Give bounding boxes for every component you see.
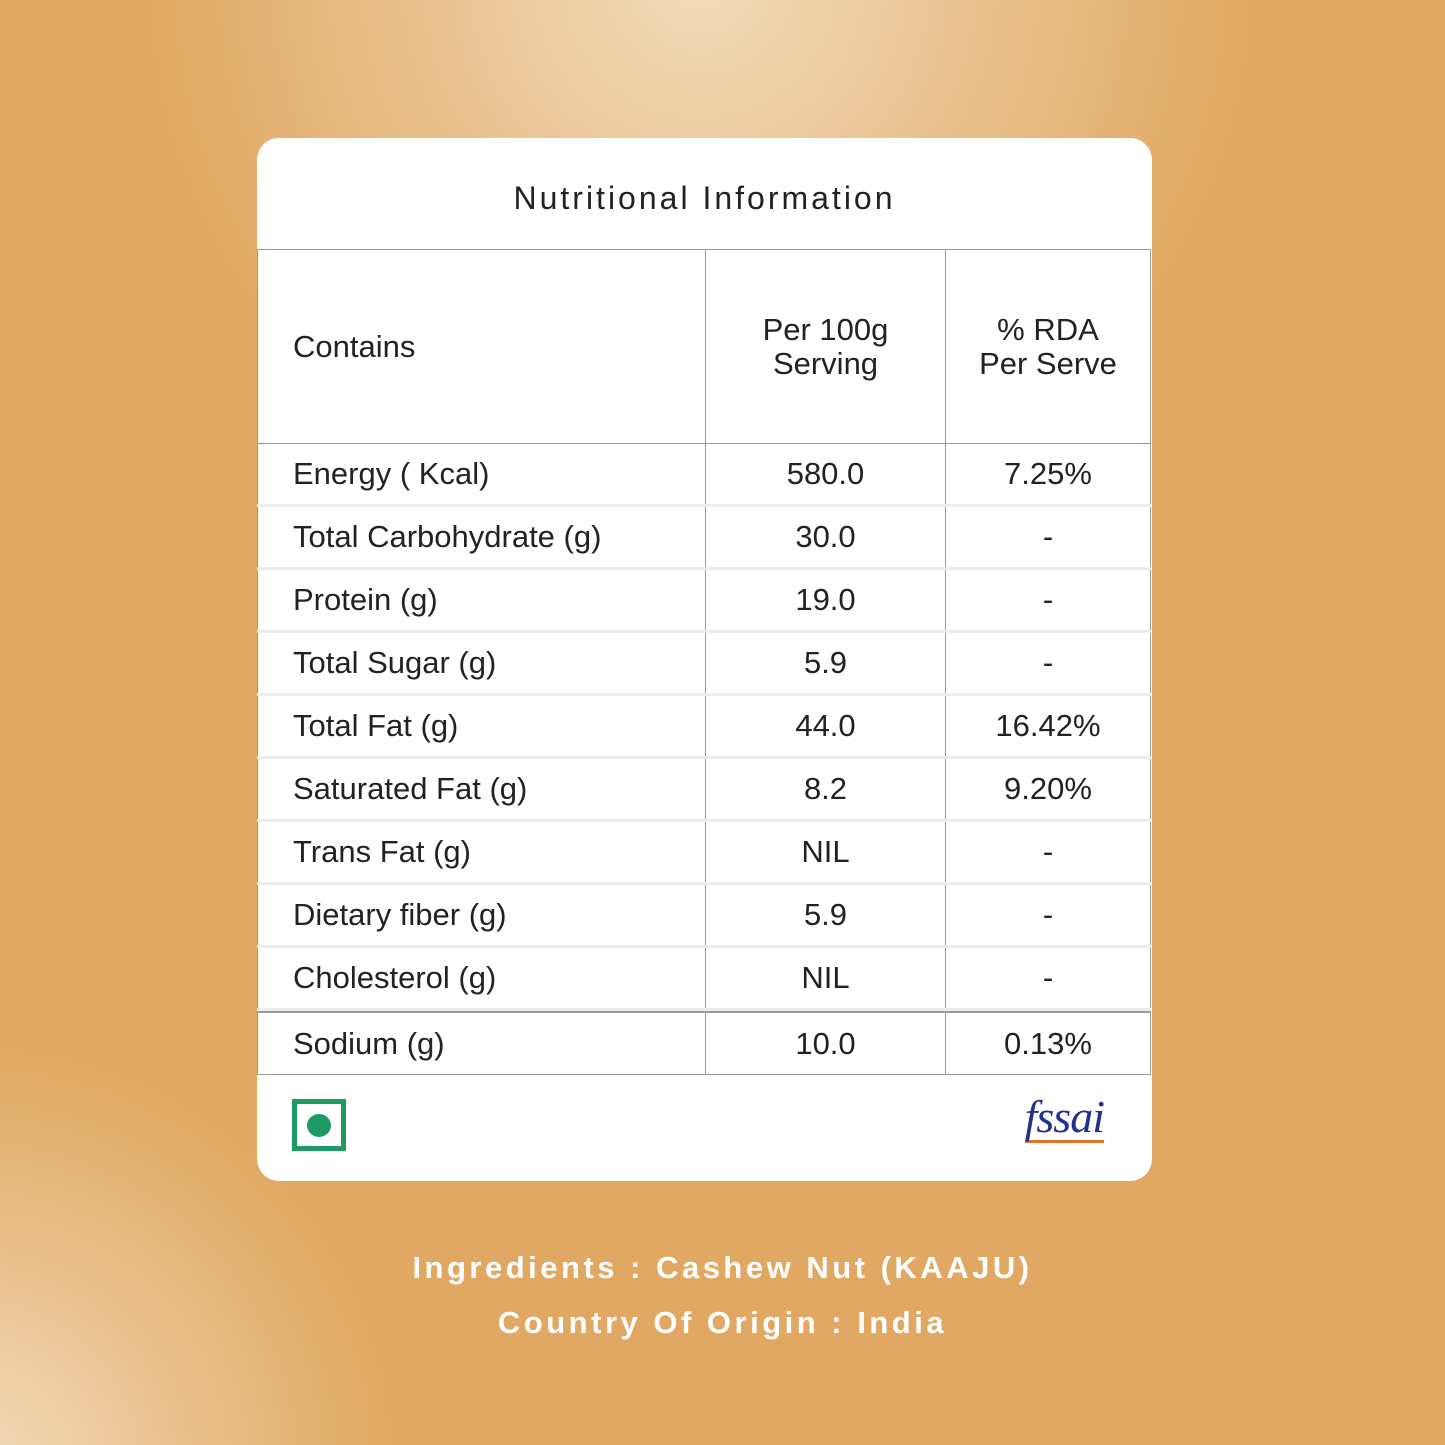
table-cell: 8.2	[705, 759, 945, 819]
ingredients: Ingredients : Cashew Nut (KAAJU)	[412, 1250, 1033, 1285]
table-cell: Saturated Fat (g)	[257, 759, 705, 819]
table-cell: 19.0	[705, 570, 945, 630]
veg-mark	[292, 1099, 346, 1151]
table-cell: -	[945, 822, 1151, 882]
table-cell: 30.0	[705, 507, 945, 567]
table-cell: Cholesterol (g)	[257, 948, 705, 1008]
table-cell: 0.13%	[945, 1013, 1151, 1074]
table-cell: NIL	[705, 948, 945, 1008]
card-title: Nutritional Information	[513, 180, 896, 216]
table-row: Protein (g) 19.0-	[257, 570, 1151, 633]
table-cell: -	[945, 570, 1151, 630]
table-row: Sodium (g) 10.0 0.13%	[257, 1011, 1151, 1075]
table-row: Total Fat (g) 44.0 16.42%	[257, 696, 1151, 759]
table-cell: NIL	[705, 822, 945, 882]
table-cell: -	[945, 885, 1151, 945]
table-row: Total Carbohydrate (g) 30.0-	[257, 507, 1151, 570]
table-cell: Protein (g)	[257, 570, 705, 630]
table-cell: -	[945, 507, 1151, 567]
table-cell: 5.9	[705, 633, 945, 693]
table-cell: Total Fat (g)	[257, 696, 705, 756]
table-cell: 5.9	[705, 885, 945, 945]
table-row: Total Sugar (g) 5.9-	[257, 633, 1151, 696]
table-cell: Energy ( Kcal)	[257, 444, 705, 504]
table-cell: Total Sugar (g)	[257, 633, 705, 693]
table-cell: Dietary fiber (g)	[257, 885, 705, 945]
header-row: Contains Per 100g Serving% RDA Per Serve	[257, 249, 1151, 444]
table-cell: Contains	[257, 250, 705, 443]
table-cell: -	[945, 633, 1151, 693]
table-cell: 44.0	[705, 696, 945, 756]
table-cell: 7.25%	[945, 444, 1151, 504]
table-cell: 9.20%	[945, 759, 1151, 819]
table-row: Cholesterol (g) NIL -	[257, 948, 1151, 1011]
table-row: Saturated Fat (g) 8.2 9.20%	[257, 759, 1151, 822]
fssai-logo: fssai	[1024, 1091, 1105, 1143]
table-cell: Total Carbohydrate (g)	[257, 507, 705, 567]
table-cell: 10.0	[705, 1013, 945, 1074]
nutrition-card: Nutritional Information Contains Per 100g…	[257, 138, 1152, 1181]
table-cell: Trans Fat (g)	[257, 822, 705, 882]
origin: Country Of Origin : India	[497, 1305, 948, 1340]
table-cell: 16.42%	[945, 696, 1151, 756]
table-cell: -	[945, 948, 1151, 1008]
table-row: Energy ( Kcal) 580.0 7.25%	[257, 444, 1151, 507]
table-cell: Sodium (g)	[257, 1013, 705, 1074]
table-row: Dietary fiber (g) 5.9-	[257, 885, 1151, 948]
table-row: Trans Fat (g) NIL -	[257, 822, 1151, 885]
table-cell: 580.0	[705, 444, 945, 504]
table-cell: Per 100g Serving	[705, 250, 945, 443]
table-cell: % RDA Per Serve	[945, 250, 1151, 443]
